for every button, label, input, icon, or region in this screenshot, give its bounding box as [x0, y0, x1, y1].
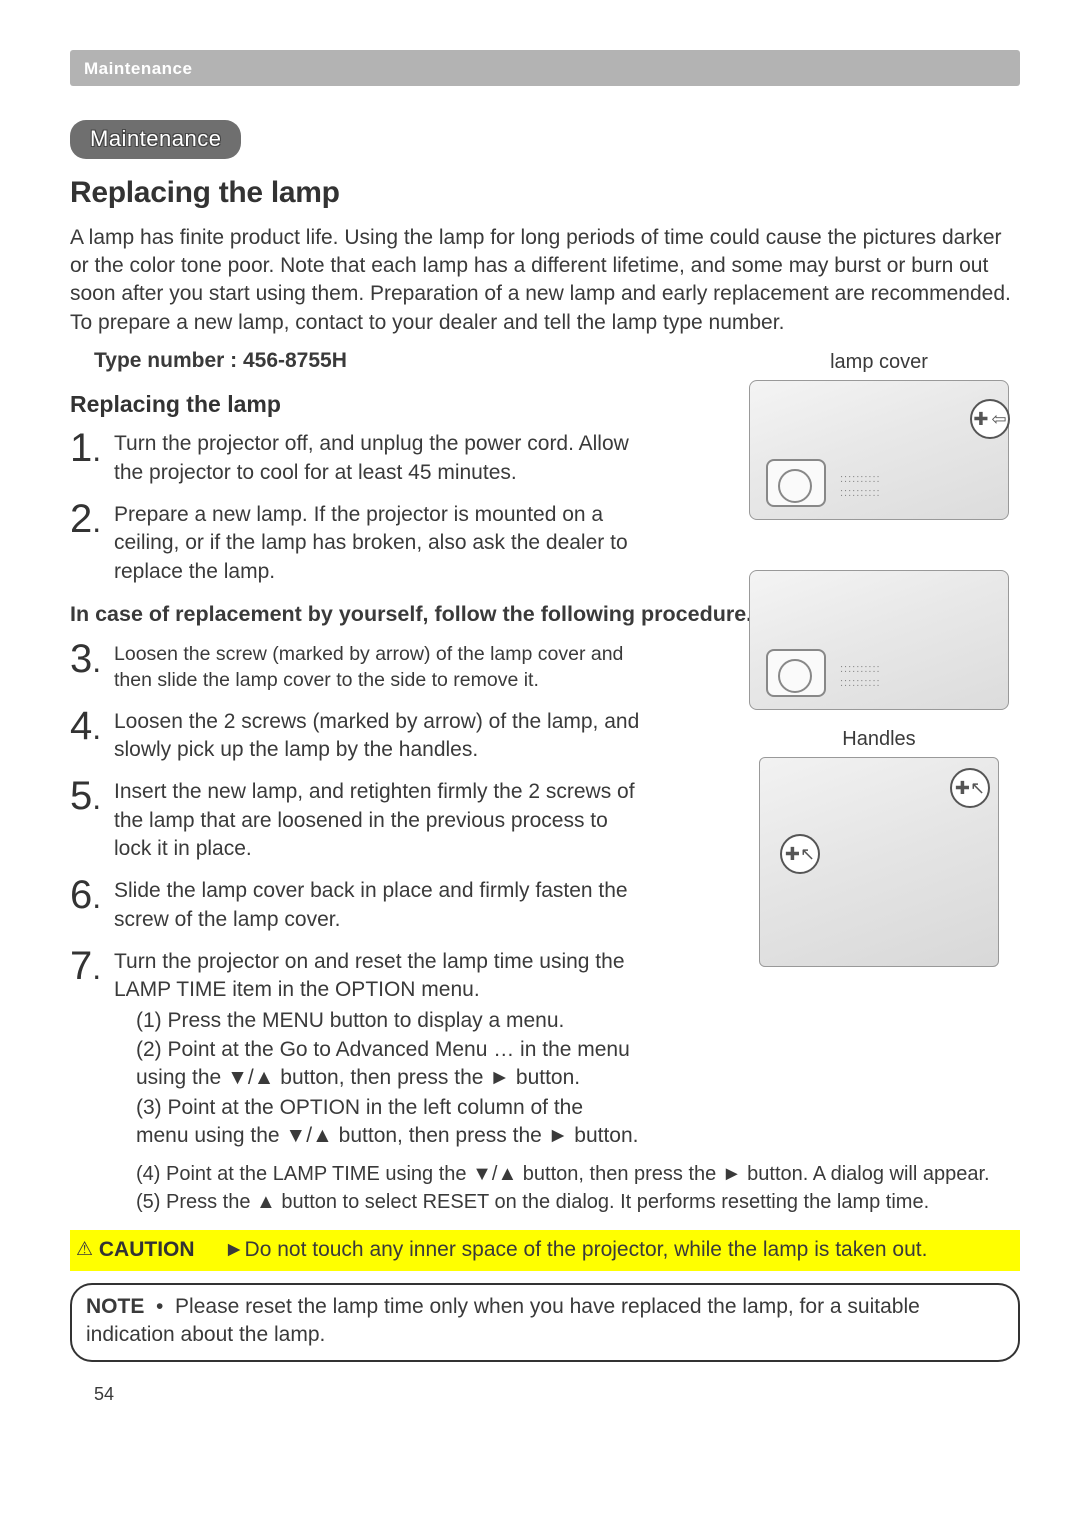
- figure-area: lamp cover :::::::::::::::::::: ✚ ::::::…: [734, 349, 1024, 967]
- step-number: 6: [70, 875, 114, 936]
- step-item: 7 Turn the projector on and reset the la…: [70, 944, 640, 1151]
- step-text: Turn the projector on and reset the lamp…: [114, 944, 640, 1151]
- step-item: 5 Insert the new lamp, and retighten fir…: [70, 774, 640, 863]
- sub-step: (2) Point at the Go to Advanced Menu … i…: [136, 1036, 640, 1093]
- sub-steps: (1) Press the MENU button to display a m…: [136, 1007, 640, 1151]
- step-text: Loosen the screw (marked by arrow) of th…: [114, 637, 640, 694]
- header-bar-label: Maintenance: [84, 59, 192, 78]
- step-text: Insert the new lamp, and retighten firml…: [114, 774, 640, 863]
- caution-box: ⚠ CAUTION ►Do not touch any inner space …: [70, 1230, 1020, 1270]
- intro-paragraph: A lamp has finite product life. Using th…: [70, 224, 1014, 337]
- page: Maintenance Maintenance Replacing the la…: [0, 0, 1080, 1436]
- content-row: lamp cover :::::::::::::::::::: ✚ ::::::…: [70, 389, 1020, 1216]
- sub-step: (1) Press the MENU button to display a m…: [136, 1007, 640, 1035]
- step-item: 2 Prepare a new lamp. If the projector i…: [70, 497, 640, 586]
- figure-projector-top: :::::::::::::::::::: ✚: [749, 380, 1009, 520]
- section-pill: Maintenance: [70, 120, 241, 159]
- step-text: Prepare a new lamp. If the projector is …: [114, 497, 640, 586]
- step-item: 1 Turn the projector off, and unplug the…: [70, 426, 640, 487]
- step-number: 7: [70, 946, 114, 1153]
- step-text: Slide the lamp cover back in place and f…: [114, 873, 640, 934]
- note-box: NOTE • Please reset the lamp time only w…: [70, 1283, 1020, 1362]
- step-text: Turn the projector off, and unplug the p…: [114, 426, 640, 487]
- step7-lead: Turn the projector on and reset the lamp…: [114, 950, 625, 1001]
- sub-step: (5) Press the ▲ button to select RESET o…: [136, 1189, 1076, 1216]
- note-text: Please reset the lamp time only when you…: [86, 1295, 920, 1346]
- screw-callout-icon: ✚: [970, 399, 1010, 439]
- note-label: NOTE: [86, 1295, 144, 1318]
- caution-label: CAUTION: [99, 1238, 195, 1261]
- screw-callout-icon: ✚↖: [950, 768, 990, 808]
- sub-step: (4) Point at the LAMP TIME using the ▼/▲…: [136, 1161, 1076, 1188]
- figure-label-lamp-cover: lamp cover: [734, 349, 1024, 376]
- steps-1-2: 1 Turn the projector off, and unplug the…: [70, 426, 640, 586]
- step-number: 2: [70, 499, 114, 588]
- section-pill-label: Maintenance: [90, 126, 221, 151]
- step-item: 6 Slide the lamp cover back in place and…: [70, 873, 640, 934]
- section-title: Replacing the lamp: [70, 173, 1020, 214]
- figure-projector-cover-off: ::::::::::::::::::::: [749, 570, 1009, 710]
- figure-lamp-module: ✚↖ ✚↖: [759, 757, 999, 967]
- screw-callout-icon: ✚↖: [780, 834, 820, 874]
- lens-icon: [766, 649, 826, 697]
- header-bar: Maintenance: [70, 50, 1020, 86]
- step-number: 3: [70, 639, 114, 696]
- vent-dots: ::::::::::::::::::::: [840, 472, 881, 502]
- step-number: 4: [70, 706, 114, 767]
- step-item: 3 Loosen the screw (marked by arrow) of …: [70, 637, 640, 694]
- lens-icon: [766, 459, 826, 507]
- page-number: 54: [94, 1382, 1020, 1406]
- caution-text: ►Do not touch any inner space of the pro…: [224, 1238, 928, 1261]
- step-number: 5: [70, 776, 114, 865]
- vent-dots: ::::::::::::::::::::: [840, 662, 881, 692]
- warning-icon: ⚠: [76, 1239, 93, 1260]
- step-number: 1: [70, 428, 114, 489]
- sub-steps-wide: (4) Point at the LAMP TIME using the ▼/▲…: [136, 1161, 1076, 1216]
- step-item: 4 Loosen the 2 screws (marked by arrow) …: [70, 704, 640, 765]
- sub-step: (3) Point at the OPTION in the left colu…: [136, 1094, 640, 1151]
- figure-label-handles: Handles: [734, 726, 1024, 753]
- steps-3-7: 3 Loosen the screw (marked by arrow) of …: [70, 637, 640, 1151]
- step-text: Loosen the 2 screws (marked by arrow) of…: [114, 704, 640, 765]
